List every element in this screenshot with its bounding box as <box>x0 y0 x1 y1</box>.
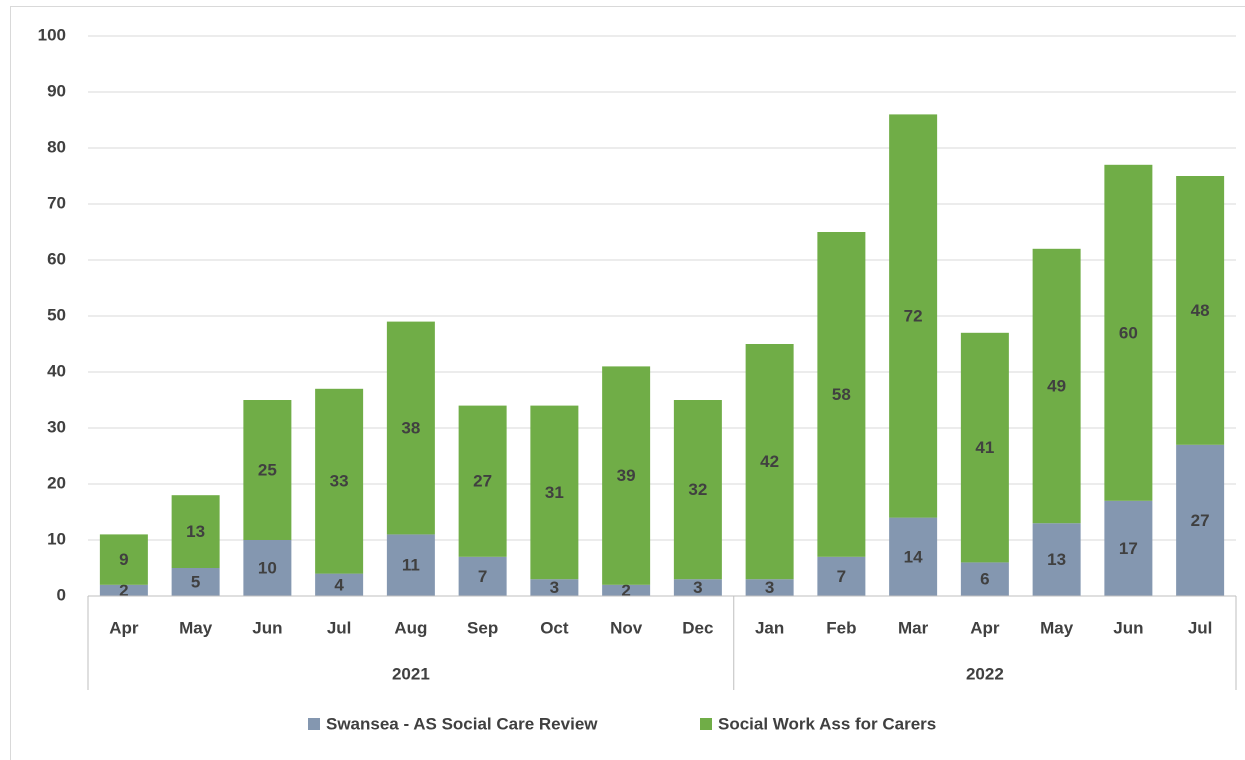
data-label: 42 <box>760 452 779 471</box>
bar-segment <box>171 568 220 596</box>
y-tick-label: 90 <box>47 81 66 100</box>
bar-segment <box>171 495 220 568</box>
x-tick-label: Jul <box>1188 618 1213 637</box>
y-tick-label: 80 <box>47 137 66 156</box>
legend-swatch <box>700 718 712 730</box>
data-label: 25 <box>258 460 277 479</box>
bar-segment <box>745 344 794 580</box>
bar-segment <box>960 562 1009 596</box>
bar-segment <box>1176 176 1225 445</box>
x-tick-label: Sep <box>467 618 498 637</box>
chart-frame <box>10 6 1245 760</box>
x-tick-label: Oct <box>540 618 569 637</box>
data-label: 38 <box>401 418 420 437</box>
bar-segment <box>602 366 651 585</box>
bar-segment <box>745 579 794 596</box>
data-label: 5 <box>191 572 200 591</box>
bar-segment <box>458 405 507 557</box>
data-label: 2 <box>621 581 630 600</box>
x-tick-label: Jun <box>1113 618 1143 637</box>
bar-segment <box>99 534 148 585</box>
data-label: 27 <box>473 472 492 491</box>
data-label: 33 <box>330 472 349 491</box>
data-label: 39 <box>617 466 636 485</box>
x-tick-label: Mar <box>898 618 929 637</box>
data-label: 6 <box>980 570 989 589</box>
data-label: 72 <box>904 306 923 325</box>
y-tick-label: 0 <box>57 585 66 604</box>
legend-label: Social Work Ass for Carers <box>718 714 936 733</box>
data-label: 4 <box>334 575 344 594</box>
x-tick-label: Feb <box>826 618 856 637</box>
bar-segment <box>1104 164 1153 501</box>
bar-segment <box>315 573 364 596</box>
data-label: 3 <box>693 578 702 597</box>
x-tick-label: Aug <box>394 618 427 637</box>
data-label: 32 <box>688 480 707 499</box>
data-label: 31 <box>545 483 564 502</box>
data-label: 13 <box>186 522 205 541</box>
bar-segment <box>673 579 722 596</box>
bar-segment <box>1104 500 1153 596</box>
y-tick-label: 10 <box>47 529 66 548</box>
y-tick-label: 60 <box>47 249 66 268</box>
data-label: 10 <box>258 558 277 577</box>
data-label: 7 <box>837 567 846 586</box>
y-tick-label: 70 <box>47 193 66 212</box>
y-tick-label: 50 <box>47 305 66 324</box>
data-label: 3 <box>550 578 559 597</box>
data-label: 13 <box>1047 550 1066 569</box>
y-tick-label: 20 <box>47 473 66 492</box>
year-label: 2022 <box>966 664 1004 683</box>
bar-segment <box>1032 248 1081 524</box>
data-label: 11 <box>402 556 420 575</box>
bar-segment <box>889 517 938 596</box>
bar-segment <box>386 534 435 596</box>
data-label: 14 <box>904 547 923 566</box>
bar-segment <box>602 584 651 596</box>
data-label: 17 <box>1119 539 1138 558</box>
bar-segment <box>817 232 866 557</box>
x-tick-label: May <box>179 618 213 637</box>
x-tick-label: Apr <box>970 618 1000 637</box>
y-tick-label: 30 <box>47 417 66 436</box>
data-label: 41 <box>975 438 994 457</box>
data-label: 58 <box>832 385 851 404</box>
x-tick-label: Jan <box>755 618 784 637</box>
year-label: 2021 <box>392 664 430 683</box>
bar-segment <box>386 321 435 535</box>
x-tick-label: Apr <box>109 618 139 637</box>
x-tick-label: Jun <box>252 618 282 637</box>
bar-segment <box>458 556 507 596</box>
bar-segment <box>243 400 292 540</box>
data-label: 48 <box>1191 301 1210 320</box>
bar-segment <box>673 400 722 580</box>
bar-segment <box>889 114 938 518</box>
x-tick-label: Jul <box>327 618 352 637</box>
bar-segment <box>1032 523 1081 596</box>
y-tick-label: 40 <box>47 361 66 380</box>
bar-segment <box>315 388 364 574</box>
legend-swatch <box>308 718 320 730</box>
data-label: 49 <box>1047 376 1066 395</box>
data-label: 60 <box>1119 323 1138 342</box>
bar-segment <box>530 405 579 580</box>
data-label: 9 <box>119 550 128 569</box>
x-tick-label: May <box>1040 618 1074 637</box>
data-label: 7 <box>478 567 487 586</box>
bar-segment <box>243 540 292 596</box>
bar-segment <box>960 332 1009 563</box>
data-label: 2 <box>119 581 128 600</box>
y-tick-label: 100 <box>38 25 66 44</box>
bar-segment <box>1176 444 1225 596</box>
x-tick-label: Dec <box>682 618 713 637</box>
bar-segment <box>817 556 866 596</box>
x-tick-label: Nov <box>610 618 643 637</box>
data-label: 27 <box>1191 511 1210 530</box>
bar-segment <box>99 584 148 596</box>
data-label: 3 <box>765 578 774 597</box>
bar-segment <box>530 579 579 596</box>
legend-label: Swansea - AS Social Care Review <box>326 714 598 733</box>
